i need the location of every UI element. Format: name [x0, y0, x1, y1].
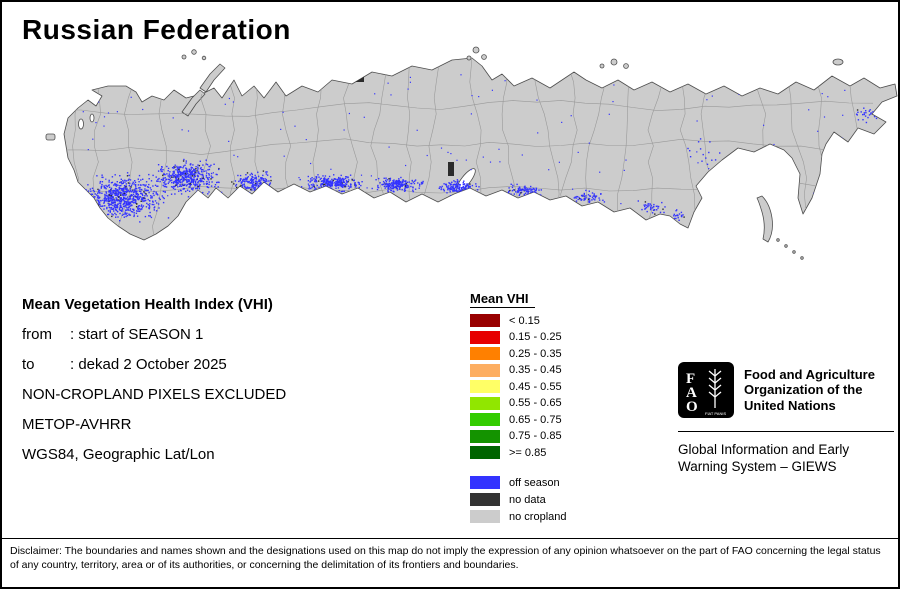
legend-row: 0.55 - 0.65 — [470, 396, 567, 410]
legend-label: no data — [509, 493, 546, 506]
svg-text:A: A — [686, 385, 697, 401]
disclaimer-text: Disclaimer: The boundaries and names sho… — [10, 545, 881, 571]
fao-org-name: Food and Agriculture Organization of the… — [744, 366, 875, 413]
legend-label: 0.35 - 0.45 — [509, 364, 562, 376]
fao-divider — [678, 431, 894, 432]
kaliningrad-region — [45, 133, 56, 141]
sakhalin-island — [756, 195, 773, 243]
legend-swatch-off-season — [470, 476, 500, 489]
legend-row: 0.35 - 0.45 — [470, 363, 567, 377]
legend-swatch-no-data — [470, 493, 500, 506]
legend-row: no data — [470, 493, 567, 506]
info-to-label: to — [22, 356, 35, 373]
new-siberian-island — [610, 58, 618, 66]
legend-row: 0.25 - 0.35 — [470, 347, 567, 360]
new-siberian-island — [623, 63, 629, 69]
legend-label: 0.65 - 0.75 — [509, 413, 562, 426]
legend-swatch — [470, 363, 500, 377]
legend-label: off season — [509, 476, 560, 489]
info-row-to: to : dekad 2 October 2025 — [22, 350, 286, 380]
kuril-island — [784, 244, 788, 248]
landmass — [45, 46, 898, 260]
info-row-projection: WGS84, Geographic Lat/Lon — [22, 446, 215, 463]
fao-header: F A O FIAT PANIS Food and Agriculture Or… — [678, 362, 894, 418]
severnaya-zemlya-island — [481, 54, 487, 60]
fao-logo-icon: F A O FIAT PANIS — [678, 362, 734, 418]
kuril-island — [776, 238, 780, 242]
russia-vhi-map — [45, 46, 898, 260]
wrangel-island — [832, 58, 844, 66]
legend-swatch — [470, 380, 500, 393]
info-to-value: : dekad 2 October 2025 — [70, 356, 227, 373]
legend-label: 0.45 - 0.55 — [509, 380, 562, 393]
svg-text:F: F — [686, 371, 695, 387]
novaya-zemlya-south-island — [181, 89, 206, 117]
svg-text:O: O — [686, 399, 698, 415]
legend-row: < 0.15 — [470, 314, 567, 327]
legend-swatch — [470, 446, 500, 459]
info-block: Mean Vegetation Health Index (VHI) from:… — [22, 290, 286, 470]
legend-title: Mean VHI — [470, 291, 535, 308]
legend-label: 0.15 - 0.25 — [509, 331, 562, 343]
severnaya-zemlya-island — [466, 55, 472, 61]
lake-ladoga — [78, 118, 84, 130]
page-title: Russian Federation — [22, 14, 291, 45]
legend-label: >= 0.85 — [509, 446, 547, 459]
info-row-from: from : start of SEASON 1 — [22, 320, 286, 350]
lakes — [78, 113, 476, 192]
legend-label: 0.55 - 0.65 — [509, 397, 562, 409]
mainland-outline — [63, 57, 898, 241]
legend-swatch — [470, 347, 500, 360]
legend: Mean VHI < 0.15 0.15 - 0.25 0.25 - 0.35 … — [470, 290, 567, 527]
legend-label: < 0.15 — [509, 314, 540, 327]
legend-row: off season — [470, 476, 567, 489]
legend-swatch — [470, 396, 500, 410]
legend-swatch — [470, 429, 500, 443]
fao-block: F A O FIAT PANIS Food and Agriculture Or… — [678, 362, 894, 475]
legend-row: >= 0.85 — [470, 446, 567, 459]
giews-label: Global Information and Early Warning Sys… — [678, 442, 850, 474]
legend-row: 0.75 - 0.85 — [470, 429, 567, 443]
kuril-island — [800, 256, 804, 260]
disclaimer-divider — [2, 538, 898, 539]
kuril-island — [792, 250, 796, 254]
info-row-noncropland: NON-CROPLAND PIXELS EXCLUDED — [22, 386, 287, 403]
severnaya-zemlya-island — [472, 46, 480, 54]
info-from-value: : start of SEASON 1 — [70, 326, 204, 343]
legend-label: 0.75 - 0.85 — [509, 430, 562, 442]
legend-extras: off season no data no cropland — [470, 476, 567, 523]
legend-row: 0.15 - 0.25 — [470, 330, 567, 344]
franz-josef-island — [191, 49, 197, 55]
lake-onega — [89, 113, 95, 123]
legend-row: 0.65 - 0.75 — [470, 413, 567, 426]
info-heading: Mean Vegetation Health Index (VHI) — [22, 296, 273, 313]
legend-label: 0.25 - 0.35 — [509, 347, 562, 360]
novaya-zemlya-north-island — [199, 63, 226, 93]
legend-swatch — [470, 314, 500, 327]
franz-josef-island — [201, 55, 207, 61]
svg-text:FIAT PANIS: FIAT PANIS — [705, 411, 726, 416]
legend-label: no cropland — [509, 510, 567, 523]
info-from-label: from — [22, 326, 52, 343]
legend-row: no cropland — [470, 510, 567, 523]
legend-swatch — [470, 330, 500, 344]
new-siberian-island — [599, 63, 605, 69]
info-row-sensor: METOP-AVHRR — [22, 416, 132, 433]
legend-swatch — [470, 413, 500, 426]
wheat-ear-icon — [708, 369, 722, 408]
franz-josef-island — [181, 54, 187, 60]
legend-row: 0.45 - 0.55 — [470, 380, 567, 393]
legend-swatch-no-cropland — [470, 510, 500, 523]
